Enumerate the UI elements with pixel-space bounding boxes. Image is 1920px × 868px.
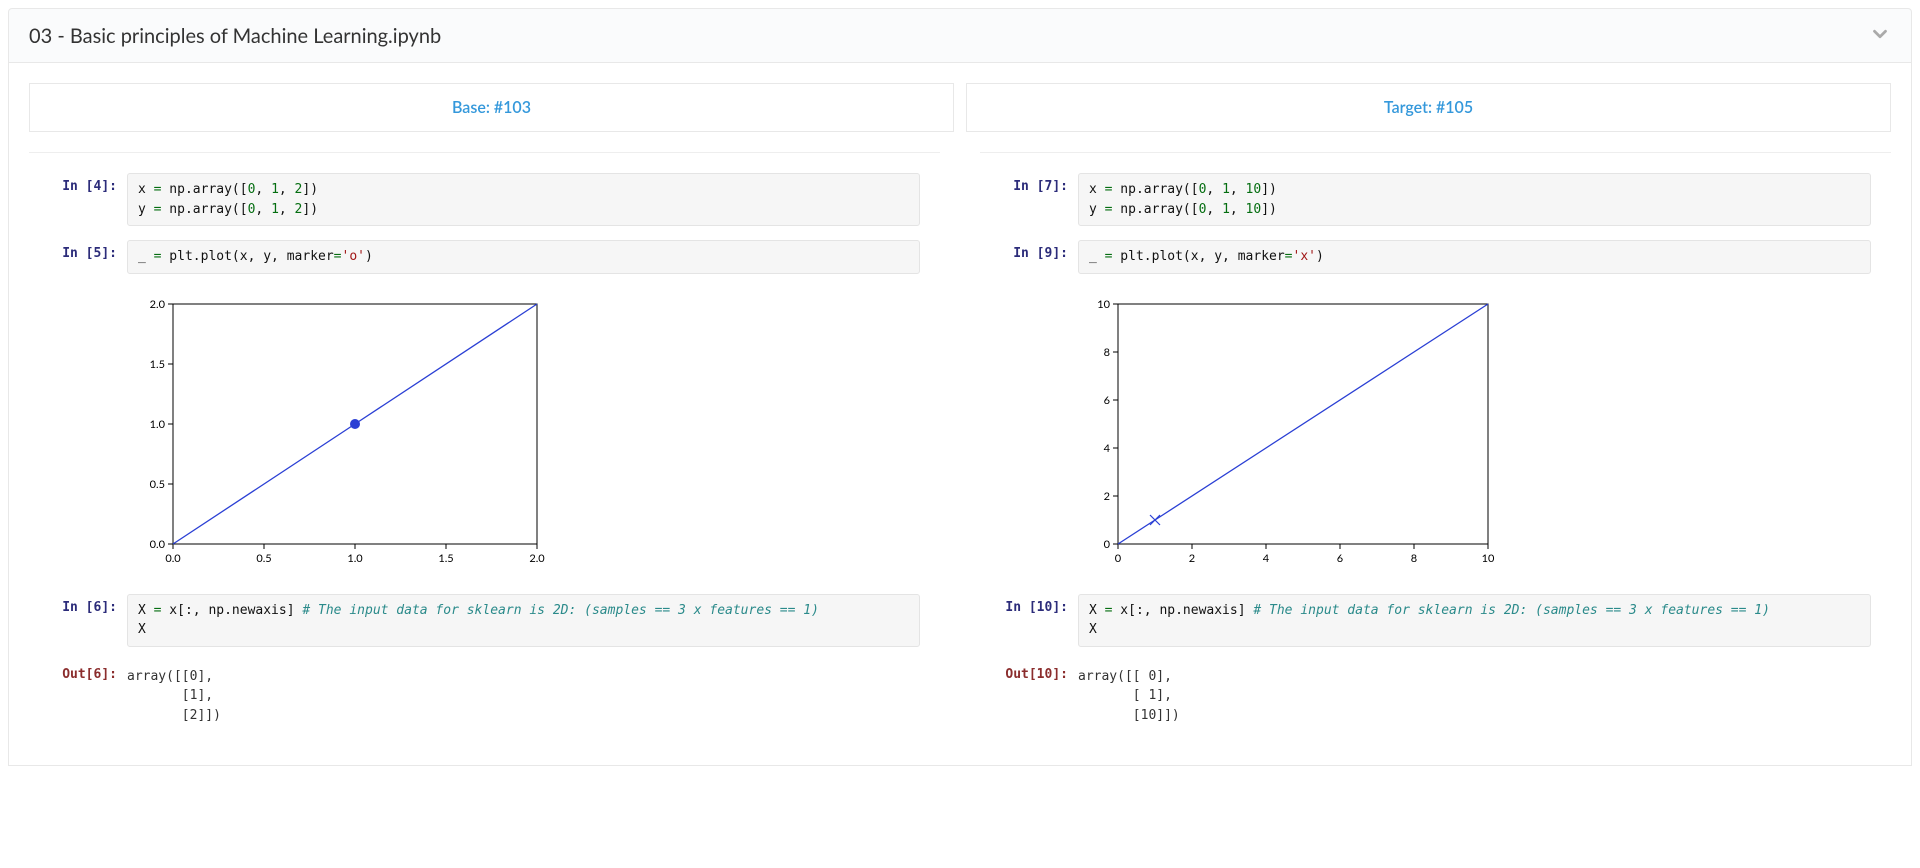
- diff-content: Base: #103 Target: #105 In [4]:x = np.ar…: [8, 63, 1912, 766]
- version-tabs: Base: #103 Target: #105: [29, 83, 1891, 132]
- svg-text:1.5: 1.5: [438, 552, 453, 565]
- code-input[interactable]: X = x[:, np.newaxis] # The input data fo…: [1078, 594, 1871, 647]
- notebook-cell: Out[10]:array([[ 0], [ 1], [10]]): [1000, 661, 1871, 732]
- svg-text:0.5: 0.5: [150, 478, 165, 491]
- svg-text:8: 8: [1411, 552, 1417, 565]
- tab-target[interactable]: Target: #105: [966, 83, 1891, 132]
- cell-prompt: [1000, 288, 1078, 580]
- pane-base: In [4]:x = np.array([0, 1, 2]) y = np.ar…: [29, 152, 940, 745]
- chart-output: 0.0 0.5 1.0 1.5 2.0 0.0 0.5 1.0 1.5 2.0: [127, 288, 920, 580]
- svg-text:1.5: 1.5: [150, 358, 165, 371]
- svg-text:4: 4: [1104, 442, 1111, 455]
- code-input[interactable]: x = np.array([0, 1, 10]) y = np.array([0…: [1078, 173, 1871, 226]
- notebook-cell: In [5]:_ = plt.plot(x, y, marker='o'): [49, 240, 920, 274]
- svg-text:0.5: 0.5: [256, 552, 271, 565]
- pane-target: In [7]:x = np.array([0, 1, 10]) y = np.a…: [980, 152, 1891, 745]
- cell-prompt: [49, 288, 127, 580]
- collapse-chevron-icon[interactable]: [1869, 23, 1891, 48]
- svg-text:0.0: 0.0: [165, 552, 181, 565]
- svg-text:10: 10: [1482, 552, 1495, 565]
- chart-output: 0 2 4 6 8 10 0 2 4 6 8 10: [1078, 288, 1871, 580]
- svg-text:2.0: 2.0: [150, 298, 166, 311]
- svg-text:4: 4: [1263, 552, 1270, 565]
- svg-text:1.0: 1.0: [347, 552, 363, 565]
- cell-prompt: Out[10]:: [1000, 661, 1078, 732]
- cell-prompt: In [6]:: [49, 594, 127, 647]
- svg-text:8: 8: [1104, 346, 1110, 359]
- cell-prompt: In [10]:: [1000, 594, 1078, 647]
- svg-text:1.0: 1.0: [150, 418, 166, 431]
- diff-panes: In [4]:x = np.array([0, 1, 2]) y = np.ar…: [29, 152, 1891, 745]
- cell-prompt: In [5]:: [49, 240, 127, 274]
- file-title: 03 - Basic principles of Machine Learnin…: [29, 24, 441, 48]
- notebook-cell: In [10]:X = x[:, np.newaxis] # The input…: [1000, 594, 1871, 647]
- svg-text:2: 2: [1189, 552, 1195, 565]
- notebook-cell: In [9]:_ = plt.plot(x, y, marker='x'): [1000, 240, 1871, 274]
- svg-text:0: 0: [1115, 552, 1122, 565]
- notebook-cell: In [4]:x = np.array([0, 1, 2]) y = np.ar…: [49, 173, 920, 226]
- svg-text:2.0: 2.0: [529, 552, 545, 565]
- notebook-cell: In [7]:x = np.array([0, 1, 10]) y = np.a…: [1000, 173, 1871, 226]
- code-output: array([[ 0], [ 1], [10]]): [1078, 661, 1871, 732]
- file-header: 03 - Basic principles of Machine Learnin…: [8, 8, 1912, 63]
- code-input[interactable]: x = np.array([0, 1, 2]) y = np.array([0,…: [127, 173, 920, 226]
- tab-base[interactable]: Base: #103: [29, 83, 954, 132]
- svg-text:0: 0: [1104, 538, 1111, 551]
- svg-text:6: 6: [1104, 394, 1110, 407]
- notebook-cell: Out[6]:array([[0], [1], [2]]): [49, 661, 920, 732]
- notebook-cell: In [6]:X = x[:, np.newaxis] # The input …: [49, 594, 920, 647]
- cell-prompt: In [9]:: [1000, 240, 1078, 274]
- svg-text:0.0: 0.0: [150, 538, 166, 551]
- notebook-cell: 0 2 4 6 8 10 0 2 4 6 8 10: [1000, 288, 1871, 580]
- notebook-cell: 0.0 0.5 1.0 1.5 2.0 0.0 0.5 1.0 1.5 2.0: [49, 288, 920, 580]
- cell-prompt: In [7]:: [1000, 173, 1078, 226]
- code-input[interactable]: _ = plt.plot(x, y, marker='x'): [1078, 240, 1871, 274]
- svg-text:6: 6: [1337, 552, 1343, 565]
- code-input[interactable]: _ = plt.plot(x, y, marker='o'): [127, 240, 920, 274]
- cell-prompt: In [4]:: [49, 173, 127, 226]
- code-output: array([[0], [1], [2]]): [127, 661, 920, 732]
- svg-text:2: 2: [1104, 490, 1110, 503]
- svg-text:10: 10: [1097, 298, 1110, 311]
- cell-prompt: Out[6]:: [49, 661, 127, 732]
- code-input[interactable]: X = x[:, np.newaxis] # The input data fo…: [127, 594, 920, 647]
